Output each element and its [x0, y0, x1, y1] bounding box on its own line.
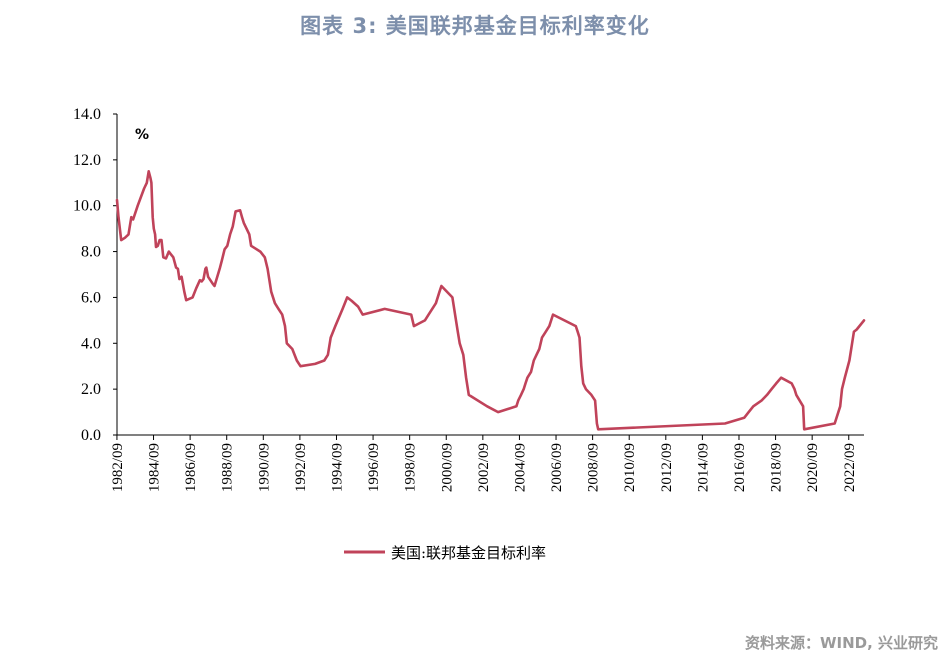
x-tick-label: 2016/09 — [732, 443, 748, 492]
y-tick-label: 12.0 — [73, 152, 101, 169]
y-tick-label: 0.0 — [81, 427, 101, 444]
y-tick-label: 14.0 — [73, 106, 101, 123]
x-tick-label: 2006/09 — [549, 443, 565, 492]
x-tick-labels: 1982/09 1984/09 1986/09 1988/09 1990/09 1992/… — [110, 435, 858, 492]
x-tick-label: 1992/09 — [293, 443, 309, 492]
x-tick-label: 1988/09 — [220, 443, 236, 492]
x-tick-label: 1994/09 — [329, 443, 345, 492]
x-tick-label: 2002/09 — [476, 443, 492, 492]
x-tick-label: 2008/09 — [586, 443, 602, 492]
source-note: 资料来源：WIND, 兴业研究 — [744, 634, 938, 652]
series-layer — [115, 170, 866, 431]
x-tick-label: 1998/09 — [403, 443, 419, 492]
y-tick-label: 6.0 — [81, 289, 101, 306]
x-tick-label: 2012/09 — [659, 443, 675, 492]
x-tick-label: 2020/09 — [805, 443, 821, 492]
legend-label: 美国:联邦基金目标利率 — [391, 544, 546, 562]
x-tick-label: 1986/09 — [183, 443, 199, 492]
y-tick-label: 4.0 — [81, 335, 101, 352]
x-tick-label: 1982/09 — [110, 443, 126, 492]
x-tick-label: 1996/09 — [366, 443, 382, 492]
chart-title: 图表 3: 美国联邦基金目标利率变化 — [300, 14, 650, 38]
legend: 美国:联邦基金目标利率 — [344, 544, 546, 562]
x-tick-label: 1984/09 — [147, 443, 163, 492]
x-tick-label: 2018/09 — [769, 443, 785, 492]
x-tick-label: 2014/09 — [695, 443, 711, 492]
x-tick-label: 2022/09 — [842, 443, 858, 492]
x-tick-label: 2004/09 — [512, 443, 528, 492]
x-tick-label: 1990/09 — [256, 443, 272, 492]
series-line — [115, 170, 866, 431]
y-tick-labels: 0.0 2.0 4.0 6.0 8.0 10.0 12.0 14.0 — [73, 106, 117, 444]
unit-label: % — [135, 127, 149, 143]
y-tick-label: 2.0 — [81, 381, 101, 398]
y-tick-label: 10.0 — [73, 198, 101, 215]
x-tick-label: 2010/09 — [622, 443, 638, 492]
x-tick-label: 2000/09 — [439, 443, 455, 492]
y-tick-label: 8.0 — [81, 244, 101, 261]
